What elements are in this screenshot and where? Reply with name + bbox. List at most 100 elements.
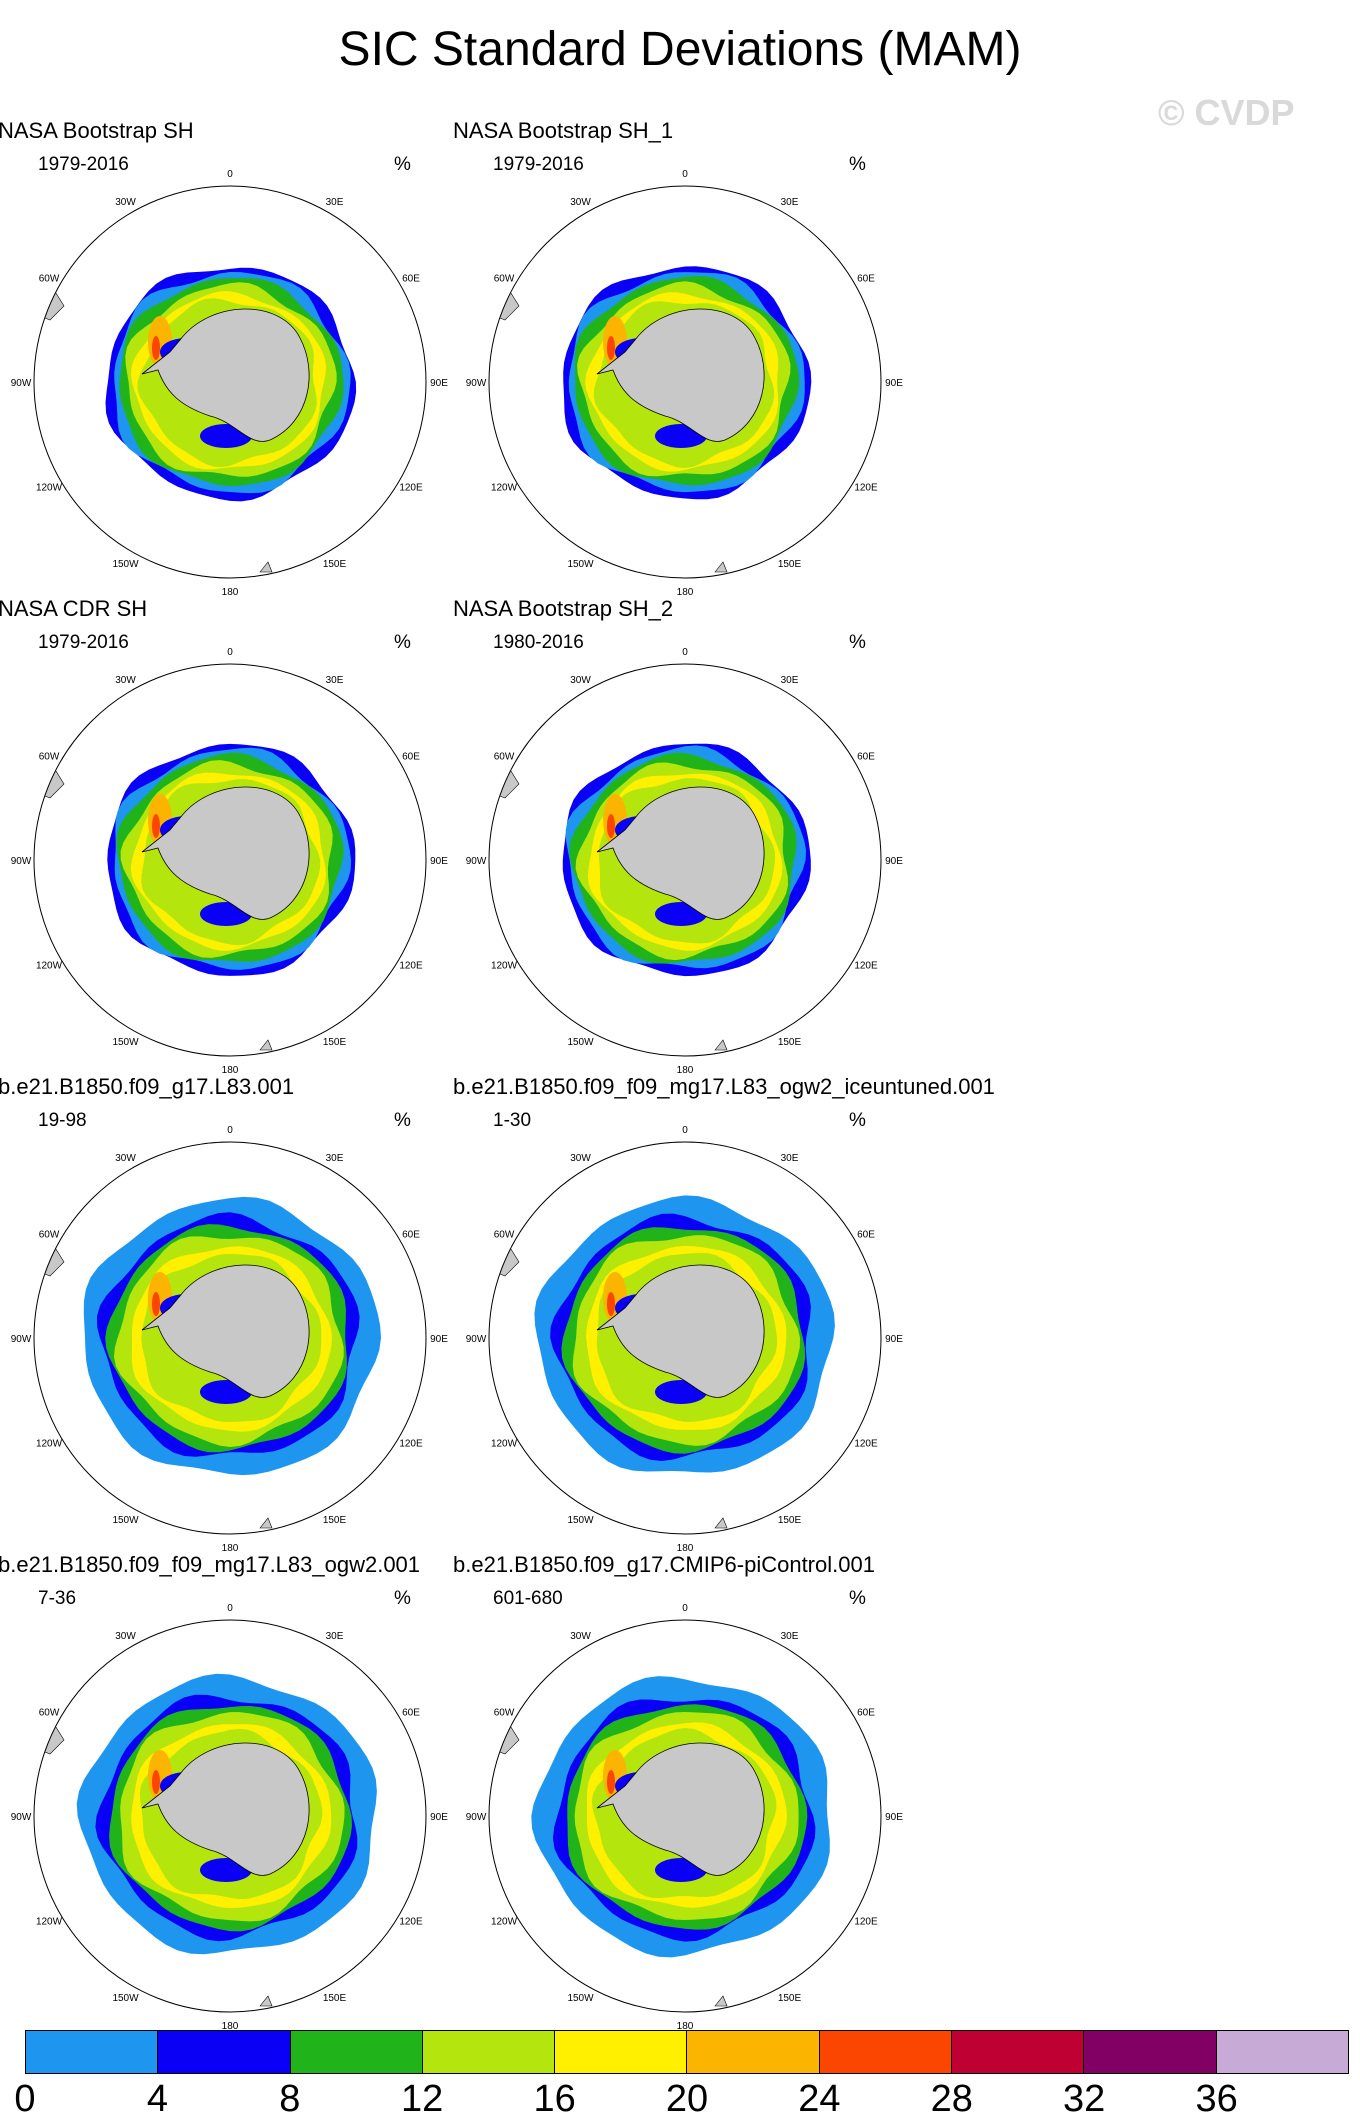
longitude-label: 90E xyxy=(885,856,903,867)
longitude-label: 30E xyxy=(781,1631,799,1642)
polar-map: 0 30E 60E 90E 120E 150E 180 150W 120W 90W 60W 30W xyxy=(11,647,449,1076)
map-panel: b.e21.B1850.f09_g17.CMIP6-piControl.001 6… xyxy=(453,1552,923,2032)
sea-ice-hotspot xyxy=(152,814,160,838)
longitude-label: 120E xyxy=(399,1439,423,1450)
new-zealand-land xyxy=(714,1039,728,1051)
south-america-land xyxy=(489,1245,520,1277)
longitude-label: 90E xyxy=(430,1334,448,1345)
map-panel: b.e21.B1850.f09_f09_mg17.L83_ogw2.001 7-3… xyxy=(0,1552,468,2032)
longitude-label: 150W xyxy=(567,1993,594,2004)
longitude-label: 60E xyxy=(857,1230,875,1241)
longitude-label: 150E xyxy=(323,1993,347,2004)
longitude-label: 0 xyxy=(227,647,233,658)
antarctica-landmass xyxy=(141,786,310,920)
panel-years: 1980-2016 xyxy=(493,632,584,653)
longitude-label: 30E xyxy=(781,675,799,686)
antarctica-landmass xyxy=(596,1742,765,1876)
polar-map: 0 30E 60E 90E 120E 150E 180 150W 120W 90W 60W 30W xyxy=(11,1125,449,1554)
longitude-label: 150E xyxy=(778,1515,802,1526)
sea-ice-field xyxy=(489,1676,830,2007)
longitude-label: 90E xyxy=(430,378,448,389)
colorbar-segment xyxy=(952,2031,1085,2073)
sea-ice-hotspot xyxy=(152,1292,160,1316)
longitude-label: 60E xyxy=(402,752,420,763)
map-panel: NASA Bootstrap SH_1 1979-2016% 0 30E 60E 90E 1… xyxy=(453,118,923,598)
longitude-label: 120E xyxy=(854,483,878,494)
longitude-label: 150E xyxy=(778,1993,802,2004)
new-zealand-land xyxy=(714,561,728,573)
longitude-label: 60W xyxy=(39,1230,60,1241)
longitude-label: 0 xyxy=(682,647,688,658)
colorbar-level-label: 0 xyxy=(14,2078,36,2120)
panel-title: b.e21.B1850.f09_g17.CMIP6-piControl.001 xyxy=(453,1552,875,1577)
sea-ice-field xyxy=(34,1196,382,1529)
map-border xyxy=(488,663,882,1057)
map-border xyxy=(488,1141,882,1535)
panel-years: 7-36 xyxy=(38,1588,77,1609)
longitude-label: 150W xyxy=(112,559,139,570)
sea-ice-hotspot xyxy=(607,1292,615,1316)
panel-title: NASA CDR SH xyxy=(0,596,148,621)
antarctica-landmass xyxy=(141,1264,310,1398)
panel-units: % xyxy=(849,1588,866,1609)
longitude-label: 0 xyxy=(682,1125,688,1136)
longitude-label: 150W xyxy=(112,1993,139,2004)
colorbar-level-label: 4 xyxy=(146,2078,168,2120)
new-zealand-land xyxy=(714,1517,728,1529)
longitude-label: 120E xyxy=(854,1917,878,1928)
sea-ice-field xyxy=(489,1195,835,1529)
antarctica-landmass xyxy=(596,1264,765,1398)
new-zealand-land xyxy=(259,1517,273,1529)
panel-units: % xyxy=(394,154,411,175)
longitude-label: 120W xyxy=(36,1917,63,1928)
longitude-label: 0 xyxy=(682,1603,688,1614)
longitude-label: 150E xyxy=(778,1037,802,1048)
antarctica-landmass xyxy=(141,1742,310,1876)
new-zealand-land xyxy=(714,1995,728,2007)
longitude-label: 120W xyxy=(36,1439,63,1450)
cvdp-watermark: © CVDP xyxy=(1158,92,1295,133)
longitude-label: 150E xyxy=(323,1037,347,1048)
longitude-label: 60E xyxy=(402,1230,420,1241)
south-america-land xyxy=(34,289,65,321)
polar-map: 0 30E 60E 90E 120E 150E 180 150W 120W 90W 60W 30W xyxy=(466,169,904,598)
longitude-label: 90W xyxy=(466,378,487,389)
longitude-label: 150E xyxy=(323,559,347,570)
new-zealand-land xyxy=(259,1995,273,2007)
longitude-label: 90E xyxy=(430,856,448,867)
colorbar-segment xyxy=(26,2031,159,2073)
sea-ice-hotspot xyxy=(607,1770,615,1794)
longitude-label: 120E xyxy=(854,1439,878,1450)
panel-title: b.e21.B1850.f09_f09_mg17.L83_ogw2.001 xyxy=(0,1552,421,1577)
longitude-label: 60W xyxy=(494,274,515,285)
longitude-label: 180 xyxy=(222,1543,239,1554)
longitude-label: 30E xyxy=(781,197,799,208)
panel-years: 601-680 xyxy=(493,1588,563,1609)
antarctica-landmass xyxy=(596,308,765,442)
map-panel: NASA CDR SH 1979-2016% 0 30E 60E 90E 120E 150E 1… xyxy=(0,596,468,1076)
longitude-label: 90W xyxy=(11,1812,32,1823)
map-panel: NASA Bootstrap SH_2 1980-2016% 0 30E 60E 90E 1… xyxy=(453,596,923,1076)
colorbar-segment xyxy=(1216,2031,1348,2073)
longitude-label: 150W xyxy=(567,559,594,570)
longitude-label: 150W xyxy=(567,1037,594,1048)
polar-map: 0 30E 60E 90E 120E 150E 180 150W 120W 90W 60W 30W xyxy=(11,169,449,598)
colorbar-level-label: 16 xyxy=(533,2078,576,2120)
longitude-label: 120W xyxy=(491,483,518,494)
panel-years: 1979-2016 xyxy=(38,154,129,175)
longitude-label: 120W xyxy=(491,961,518,972)
sea-ice-field xyxy=(34,1673,377,2007)
colorbar-segment xyxy=(687,2031,820,2073)
panel-years: 1979-2016 xyxy=(493,154,584,175)
longitude-label: 90E xyxy=(885,1334,903,1345)
longitude-label: 90W xyxy=(11,1334,32,1345)
longitude-label: 0 xyxy=(227,1125,233,1136)
map-border xyxy=(488,185,882,579)
longitude-label: 90W xyxy=(466,856,487,867)
sea-ice-hotspot xyxy=(607,814,615,838)
colorbar-level-label: 28 xyxy=(930,2078,973,2120)
panel-units: % xyxy=(849,632,866,653)
new-zealand-land xyxy=(259,561,273,573)
map-border xyxy=(33,663,427,1057)
panel-units: % xyxy=(394,1110,411,1131)
